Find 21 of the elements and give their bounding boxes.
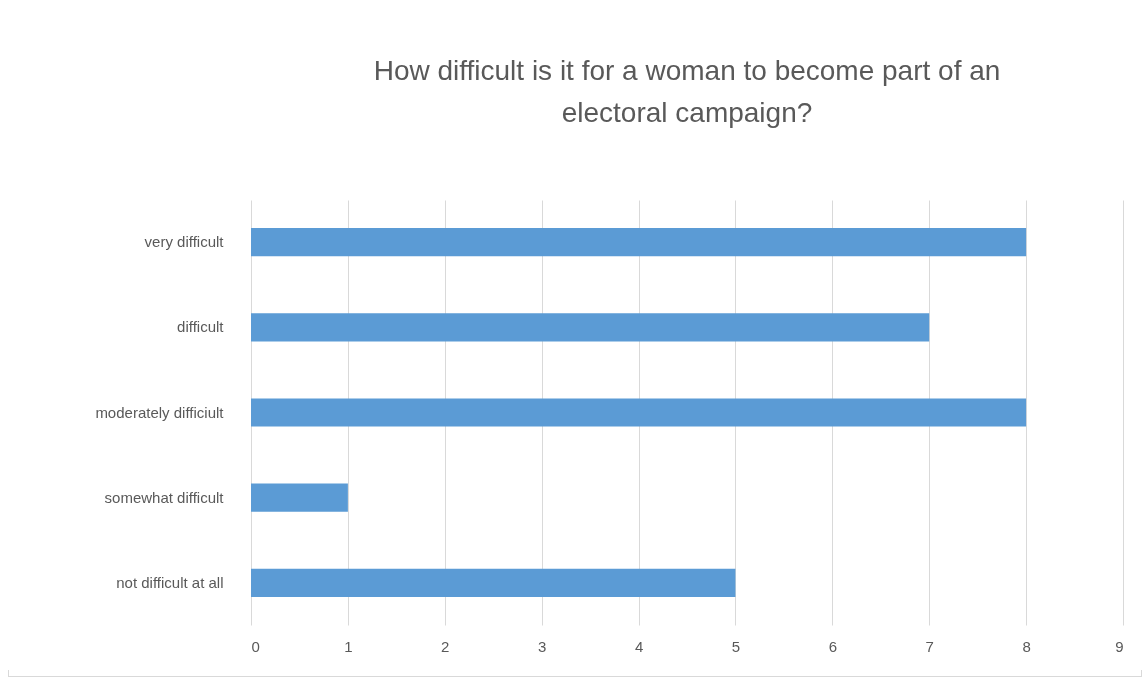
bar — [251, 483, 348, 512]
y-tick-label: somewhat difficult — [104, 488, 225, 506]
x-tick-label: 4 — [634, 637, 644, 655]
x-tick-label: 6 — [828, 637, 838, 655]
bar — [251, 313, 930, 342]
x-tick-label: 0 — [251, 637, 260, 655]
x-tick-label: 2 — [441, 637, 450, 655]
y-tick-label: moderately difficiult — [95, 403, 225, 421]
y-tick-label: difficult — [177, 318, 225, 336]
bar — [251, 568, 736, 597]
x-tick-label: 1 — [344, 637, 353, 655]
x-tick-label: 5 — [731, 637, 741, 655]
bar — [251, 228, 1027, 257]
x-tick-label: 8 — [1022, 637, 1031, 655]
x-tick-label: 3 — [537, 637, 547, 655]
chart-title: How difficult is it for a woman to become part of an electoral campaign? — [373, 55, 1001, 128]
y-tick-label: very difficult — [144, 233, 225, 251]
x-tick-label: 7 — [925, 637, 934, 655]
y-tick-label: not difficult at all — [116, 573, 224, 591]
x-tick-label: 9 — [1115, 637, 1124, 655]
bar — [251, 398, 1027, 427]
